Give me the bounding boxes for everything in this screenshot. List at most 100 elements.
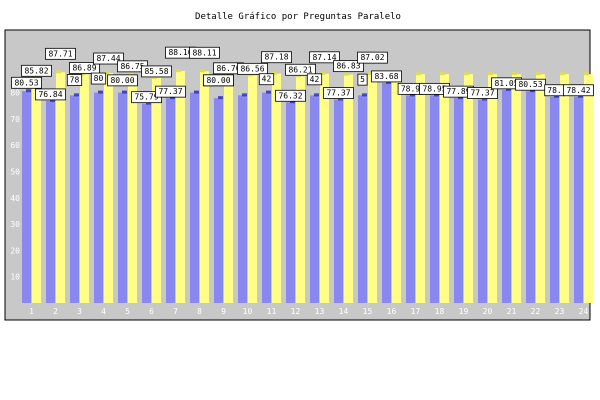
data-label-text: 87.18 <box>264 53 288 62</box>
data-label: 76.32 <box>275 89 306 102</box>
data-label-text: 86.56 <box>240 64 264 73</box>
data-label-text: 88.11 <box>192 48 216 57</box>
data-labels: 80.53 85.82 76.84 87.71 78 86.89 80 87.44 80.00 8… <box>11 46 594 104</box>
data-label: 87.71 <box>45 47 76 60</box>
data-label-text: 78.95 <box>422 84 446 93</box>
data-label-text: 5 <box>360 75 365 84</box>
x-tick-label: 12 <box>291 307 301 316</box>
data-label-box <box>467 87 498 99</box>
x-tick-label: 18 <box>435 307 445 316</box>
bar-cap <box>344 72 349 76</box>
bar-cap <box>410 93 415 97</box>
bar-series-1 <box>224 74 233 303</box>
bar-series-1 <box>536 74 545 303</box>
bar-series-0 <box>118 92 127 303</box>
data-label-text: 85.82 <box>24 66 48 75</box>
bar-series-1 <box>560 74 569 303</box>
bar-cap <box>560 72 565 76</box>
data-label-text: 87.14 <box>312 53 336 62</box>
data-label-box <box>563 84 594 97</box>
bar-cap <box>32 75 37 79</box>
data-label-text: 80.00 <box>206 76 230 85</box>
bar-series-0 <box>286 102 295 303</box>
x-tick-label: 8 <box>197 307 202 316</box>
data-label-box <box>258 73 275 86</box>
bar-series-1 <box>152 77 161 304</box>
bar-series-0 <box>550 96 559 303</box>
data-label: 87.14 <box>309 51 340 64</box>
data-label-box <box>141 65 172 78</box>
y-tick-label: 70 <box>10 115 20 124</box>
data-label: 80.53 <box>11 76 42 89</box>
y-tick-label: 80 <box>10 89 20 98</box>
x-tick-label: 23 <box>555 307 565 316</box>
data-label: 88.11 <box>189 46 220 59</box>
bar-cap <box>146 101 151 105</box>
data-label-text: 77.37 <box>470 89 494 98</box>
bar-series-0 <box>382 82 391 303</box>
bar-series-1 <box>416 74 425 303</box>
x-tick-label: 14 <box>339 307 349 316</box>
bar-series-0 <box>478 99 487 303</box>
bar-series-0 <box>238 95 247 303</box>
data-label: 87.18 <box>261 51 292 64</box>
bar-cap <box>152 75 157 79</box>
bar-cap <box>128 72 133 76</box>
data-label-text: 80 <box>94 74 104 83</box>
bar-cap <box>122 90 127 94</box>
data-label: 83.68 <box>371 70 402 83</box>
bar-cap <box>272 71 277 75</box>
bar-cap <box>50 98 55 102</box>
bar-cap <box>74 93 79 97</box>
data-label: 85.58 <box>141 65 172 78</box>
bar-cap <box>536 72 541 76</box>
data-label-box <box>309 51 340 64</box>
bar-series-0 <box>70 95 79 303</box>
bar-cap <box>464 72 469 76</box>
bar-cap <box>242 93 247 97</box>
bar-series-0 <box>334 99 343 303</box>
bar-series-0 <box>142 103 151 303</box>
bar-series-0 <box>430 95 439 303</box>
bar-series-1 <box>464 74 473 303</box>
data-label-box <box>371 70 402 83</box>
bar-cap <box>314 93 319 97</box>
data-label-box <box>69 62 100 74</box>
bar-series-1 <box>272 73 281 303</box>
data-label-box <box>155 85 186 98</box>
bar-series-0 <box>406 95 415 303</box>
x-tick-label: 16 <box>387 307 397 316</box>
data-label-box <box>306 73 323 86</box>
bar-cap <box>170 96 175 100</box>
bar-series-1 <box>200 71 209 304</box>
data-label-box <box>275 89 306 102</box>
bar-cap <box>296 74 301 78</box>
x-tick-label: 10 <box>243 307 253 316</box>
data-label: 85.82 <box>21 64 52 77</box>
bar-cap <box>104 71 109 75</box>
bar-series-0 <box>94 92 103 303</box>
bar-series-0 <box>526 91 535 303</box>
data-label: 78 <box>66 74 83 86</box>
data-label-text: 87.71 <box>48 49 72 58</box>
x-axis-ticks: 1 2 3 4 5 6 7 8 9 10 11 12 13 14 15 16 17 18 19 20 21 22 23 24 <box>29 307 588 316</box>
data-label-text: 76.32 <box>278 91 302 100</box>
bar-cap <box>368 72 373 76</box>
data-label: 77.37 <box>155 85 186 98</box>
bar-series-0 <box>454 98 463 304</box>
data-label-box <box>285 63 316 76</box>
bar-cap <box>458 96 463 100</box>
bar-series-1 <box>440 74 449 303</box>
x-tick-label: 20 <box>483 307 493 316</box>
x-tick-label: 22 <box>531 307 541 316</box>
data-label-box <box>261 51 292 64</box>
bar-series-1 <box>80 74 89 303</box>
data-label-text: 86.75 <box>120 62 144 71</box>
bar-series-0 <box>46 100 55 303</box>
bar-cap <box>176 69 181 73</box>
bar-cap <box>248 73 253 77</box>
bar-series-1 <box>56 72 65 304</box>
x-tick-label: 7 <box>173 307 178 316</box>
x-tick-label: 2 <box>53 307 58 316</box>
